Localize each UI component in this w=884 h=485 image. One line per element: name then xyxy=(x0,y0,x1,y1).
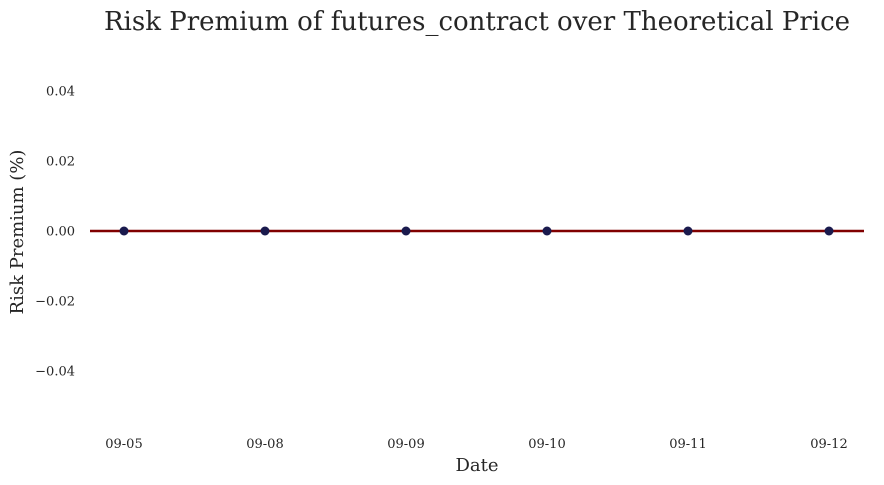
x-tick-label: 09-10 xyxy=(528,437,565,452)
plot-area: −0.04 −0.02 0.00 0.02 0.04 09-05 09-08 09-09 09-… xyxy=(35,85,864,452)
x-tick-label: 09-11 xyxy=(669,437,706,452)
y-tick-label: 0.04 xyxy=(46,85,75,100)
data-point xyxy=(119,226,129,236)
data-point xyxy=(824,226,834,236)
x-tick-label: 09-12 xyxy=(810,437,847,452)
x-tick-label: 09-05 xyxy=(105,437,142,452)
y-axis-label: Risk Premium (%) xyxy=(7,150,28,315)
x-axis-label: Date xyxy=(455,455,498,476)
data-point xyxy=(260,226,270,236)
data-point xyxy=(683,226,693,236)
x-tick-label: 09-08 xyxy=(246,437,283,452)
data-point xyxy=(542,226,552,236)
x-tick-label: 09-09 xyxy=(387,437,424,452)
chart-title: Risk Premium of futures_contract over Th… xyxy=(104,7,850,37)
y-tick-label: 0.00 xyxy=(46,225,75,240)
y-tick-label: −0.02 xyxy=(35,295,75,310)
y-tick-label: −0.04 xyxy=(35,365,75,380)
y-tick-label: 0.02 xyxy=(46,155,75,170)
data-point xyxy=(401,226,411,236)
